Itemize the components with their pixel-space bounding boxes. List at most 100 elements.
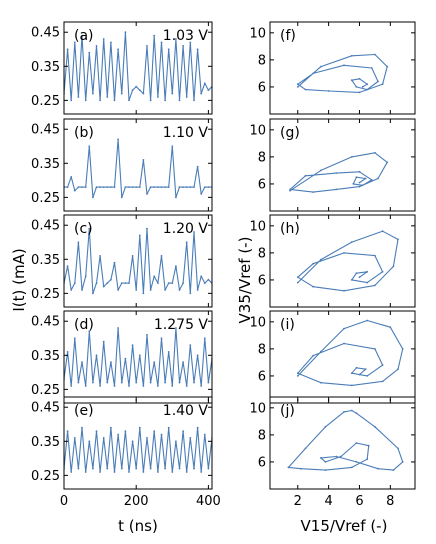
- y-tick-label: 0.25: [31, 191, 60, 206]
- data-point-h-18: [358, 276, 361, 279]
- data-point-b-14: [113, 186, 116, 189]
- data-point-b-8: [92, 196, 94, 199]
- data-point-a-2: [70, 99, 73, 102]
- data-point-e-33: [182, 430, 185, 432]
- data-point-i-14: [381, 364, 384, 366]
- data-point-j-1: [304, 447, 307, 450]
- panel-label: (c): [74, 221, 93, 237]
- data-point-c-23: [146, 227, 148, 230]
- data-point-d-3: [73, 337, 76, 340]
- data-point-a-39: [203, 82, 206, 85]
- data-point-a-6: [84, 99, 87, 102]
- data-point-e-37: [196, 426, 199, 429]
- data-point-a-16: [120, 92, 123, 95]
- data-point-b-11: [102, 186, 105, 189]
- data-point-d-34: [185, 385, 188, 387]
- panel-j: 10 8 6 2 4 6 8 (j): [249, 396, 416, 509]
- data-point-g-18: [358, 181, 361, 184]
- data-point-d-33: [182, 361, 185, 363]
- data-point-c-12: [106, 282, 109, 284]
- data-point-h-3: [381, 230, 384, 233]
- data-point-a-4: [77, 96, 80, 98]
- axes-frame: [269, 118, 416, 212]
- data-point-c-31: [175, 265, 177, 267]
- data-point-c-13: [110, 278, 112, 281]
- data-point-i-13: [374, 348, 376, 350]
- data-point-c-20: [135, 289, 138, 291]
- series-line-c-0: [64, 228, 212, 294]
- data-point-b-28: [164, 186, 167, 189]
- data-point-j-17: [367, 444, 370, 447]
- y-tick-label: 0.45: [31, 219, 60, 234]
- data-point-b-21: [138, 186, 141, 189]
- panel-label: (e): [74, 403, 94, 419]
- data-point-f-3: [374, 53, 376, 56]
- data-point-e-38: [200, 471, 203, 473]
- left-x-axis-label: t (ns): [118, 517, 158, 535]
- data-point-b-4: [77, 186, 80, 189]
- axes-frame: [63, 118, 213, 212]
- data-point-j-22: [287, 466, 290, 469]
- data-point-c-3: [73, 282, 76, 284]
- data-point-f-19: [361, 86, 364, 88]
- data-point-f-0: [296, 86, 299, 88]
- y-tick-label: 10: [249, 315, 266, 330]
- data-point-b-36: [193, 186, 195, 189]
- data-point-c-9: [95, 282, 98, 284]
- axes-frame: [63, 310, 213, 404]
- data-point-a-12: [106, 96, 109, 98]
- axes-frame: [269, 21, 416, 115]
- data-point-a-13: [110, 41, 112, 44]
- data-point-h-2: [350, 241, 353, 244]
- data-point-b-31: [175, 196, 177, 199]
- data-point-b-9: [95, 186, 98, 189]
- series-line-d-0: [64, 327, 212, 387]
- data-point-e-18: [128, 471, 130, 473]
- right-y-axis-label: V35/Vref (-): [236, 237, 254, 324]
- panel-label: (i): [280, 317, 295, 333]
- series-line-g-0: [289, 152, 388, 193]
- data-point-f-15: [355, 86, 358, 88]
- y-tick-label: 0.45: [31, 26, 60, 41]
- data-point-i-10: [296, 372, 299, 375]
- data-point-g-5: [377, 177, 379, 180]
- y-tick-label: 0.45: [31, 315, 60, 330]
- data-point-h-0: [296, 281, 299, 284]
- data-point-i-15: [366, 375, 369, 377]
- data-point-f-9: [296, 83, 299, 86]
- data-point-b-7: [88, 145, 91, 148]
- data-point-a-34: [185, 96, 188, 98]
- data-point-b-5: [81, 186, 83, 189]
- y-tick-label: 6: [258, 273, 266, 288]
- panel-b: 0.45 0.35 0.25 (b) 1.10 V: [31, 118, 213, 212]
- data-point-f-1: [320, 65, 322, 68]
- data-point-c-27: [160, 255, 163, 257]
- y-tick-label: 10: [249, 219, 266, 234]
- data-point-h-4: [397, 238, 399, 241]
- data-point-h-15: [350, 279, 353, 281]
- data-point-c-30: [171, 282, 174, 284]
- data-point-j-7: [397, 447, 399, 450]
- data-point-d-18: [128, 385, 130, 387]
- data-point-e-12: [106, 467, 109, 470]
- data-point-e-21: [138, 426, 141, 429]
- data-point-a-15: [117, 48, 119, 51]
- data-point-d-35: [189, 344, 192, 346]
- data-point-b-13: [110, 186, 112, 189]
- y-tick-label: 0.45: [31, 401, 60, 416]
- data-point-e-13: [110, 426, 112, 429]
- data-point-g-16: [355, 176, 358, 179]
- data-point-d-20: [135, 381, 138, 384]
- data-point-d-32: [178, 381, 181, 384]
- y-tick-label: 8: [258, 428, 266, 443]
- data-point-b-38: [200, 193, 203, 195]
- voltage-annotation: 1.40 V: [163, 403, 209, 419]
- data-point-j-21: [300, 467, 302, 470]
- data-point-g-17: [364, 177, 367, 180]
- data-point-g-12: [358, 170, 361, 173]
- data-point-e-20: [135, 467, 138, 470]
- panel-label: (j): [280, 403, 295, 419]
- data-point-i-2: [343, 327, 345, 330]
- data-point-b-6: [84, 186, 87, 189]
- data-point-g-0: [289, 189, 291, 192]
